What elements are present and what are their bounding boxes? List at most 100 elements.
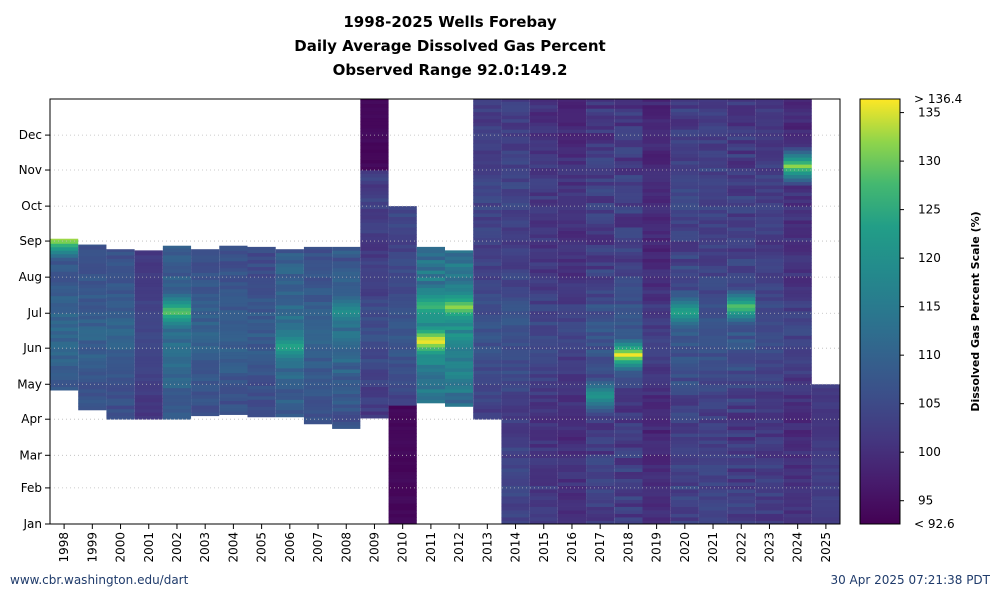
heatmap-cell <box>783 223 812 228</box>
heatmap-cell <box>247 305 276 309</box>
heatmap-cell <box>670 275 699 280</box>
heatmap-cell <box>642 415 671 420</box>
heatmap-cell <box>529 471 558 476</box>
heatmap-cell <box>473 345 502 350</box>
heatmap-cell <box>529 380 558 385</box>
heatmap-cell <box>332 253 361 258</box>
heatmap-cell <box>332 281 361 286</box>
heatmap-cell <box>501 398 530 403</box>
heatmap-cell <box>783 99 812 102</box>
heatmap-cell <box>50 260 79 265</box>
heatmap-cell <box>501 199 530 204</box>
heatmap-cell <box>219 316 248 321</box>
heatmap-cell <box>473 415 502 420</box>
heatmap-cell <box>755 255 784 259</box>
heatmap-cell <box>388 419 417 424</box>
heatmap-cell <box>755 503 784 507</box>
heatmap-cell <box>727 366 756 371</box>
heatmap-cell <box>727 195 756 200</box>
heatmap-cell <box>501 401 530 406</box>
heatmap-cell <box>727 387 756 392</box>
heatmap-cell <box>614 237 643 242</box>
heatmap-cell <box>727 310 756 315</box>
heatmap-cell <box>191 394 220 399</box>
heatmap-cell <box>473 195 502 200</box>
heatmap-cell <box>134 391 163 396</box>
heatmap-cell <box>303 402 333 407</box>
heatmap-cell <box>727 192 756 197</box>
heatmap-cell <box>727 237 756 242</box>
heatmap-cell <box>642 248 671 252</box>
heatmap-cell <box>275 378 304 383</box>
heatmap-cell <box>360 372 389 377</box>
heatmap-cell <box>586 192 615 197</box>
heatmap-cell <box>727 206 756 211</box>
heatmap-cell <box>670 160 699 165</box>
heatmap-cell <box>473 303 502 308</box>
heatmap-cell <box>388 213 417 217</box>
heatmap-cell <box>106 258 135 263</box>
heatmap-cell <box>360 117 389 122</box>
heatmap-cell <box>586 471 615 476</box>
heatmap-cell <box>642 279 671 284</box>
heatmap-cell <box>755 356 784 361</box>
heatmap-cell <box>670 293 699 298</box>
heatmap-cell <box>303 319 333 323</box>
heatmap-cell <box>586 356 615 361</box>
heatmap-cell <box>586 419 615 424</box>
heatmap-cell <box>332 369 361 374</box>
heatmap-cell <box>134 314 163 319</box>
heatmap-cell <box>727 216 756 221</box>
heatmap-cell <box>642 454 671 459</box>
heatmap-cell <box>416 291 445 296</box>
heatmap-cell <box>360 281 389 286</box>
heatmap-cell <box>755 150 784 155</box>
heatmap-cell <box>727 471 756 476</box>
heatmap-cell <box>445 284 474 289</box>
heatmap-cell <box>586 136 615 141</box>
heatmap-cell <box>388 255 417 259</box>
heatmap-cell <box>360 323 389 328</box>
heatmap-cell <box>360 246 389 251</box>
footer-source-link[interactable]: www.cbr.washington.edu/dart <box>10 573 189 587</box>
heatmap-cell <box>614 387 643 392</box>
heatmap-cell <box>783 157 812 162</box>
heatmap-cell <box>642 419 671 424</box>
heatmap-cell <box>783 517 812 521</box>
heatmap-cell <box>698 244 728 249</box>
heatmap-cell <box>557 405 587 410</box>
heatmap-cell <box>303 259 333 264</box>
heatmap-cell <box>275 364 304 369</box>
heatmap-column-2021 <box>698 99 728 525</box>
heatmap-cell <box>698 129 728 134</box>
heatmap-cell <box>670 136 699 141</box>
heatmap-cell <box>614 164 643 169</box>
heatmap-cell <box>698 450 728 455</box>
heatmap-cell <box>698 492 728 497</box>
heatmap-cell <box>557 377 587 382</box>
heatmap-cell <box>755 139 784 144</box>
heatmap-cell <box>727 324 756 329</box>
heatmap-cell <box>698 307 728 312</box>
heatmap-cell <box>698 471 728 476</box>
heatmap-cell <box>501 139 530 144</box>
heatmap-cell <box>698 314 728 319</box>
heatmap-cell <box>332 358 361 363</box>
heatmap-cell <box>360 397 389 401</box>
heatmap-cell <box>360 390 389 394</box>
heatmap-cell <box>501 171 530 176</box>
heatmap-cell <box>586 108 615 113</box>
heatmap-cell <box>727 482 756 486</box>
heatmap-cell <box>642 262 671 266</box>
heatmap-cell <box>388 391 417 396</box>
heatmap-cell <box>614 143 643 148</box>
heatmap-cell <box>698 489 728 493</box>
heatmap-cell <box>529 150 558 155</box>
heatmap-cell <box>416 336 445 341</box>
heatmap-cell <box>586 513 615 518</box>
x-tick-label: 2018 <box>621 532 635 563</box>
heatmap-cell <box>698 160 728 165</box>
heatmap-cell <box>557 258 587 263</box>
heatmap-cell <box>529 342 558 347</box>
heatmap-cell <box>191 300 220 305</box>
